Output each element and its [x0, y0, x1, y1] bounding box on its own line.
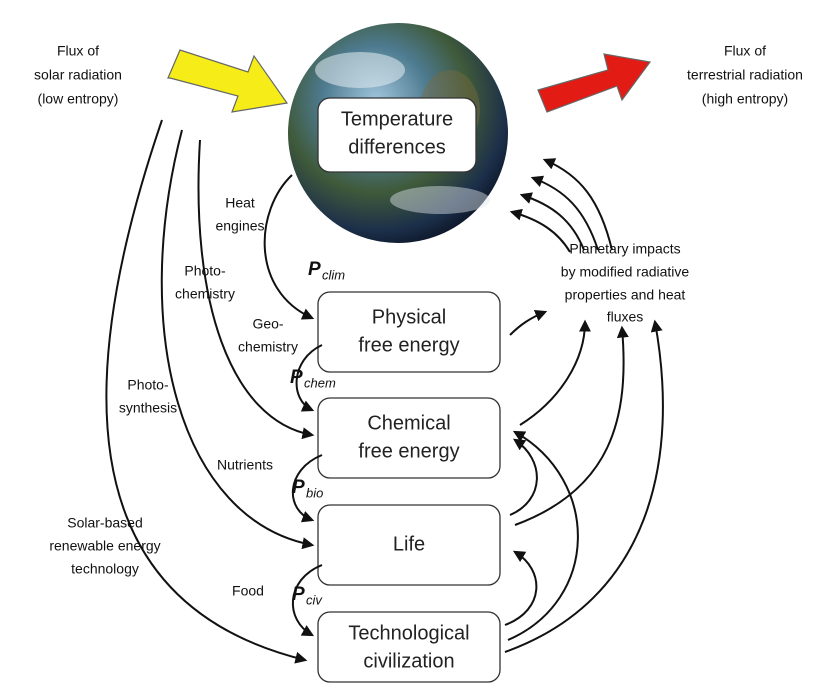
arrow	[105, 119, 308, 664]
flux-label: terrestrial radiation	[687, 67, 803, 83]
arrow	[291, 564, 323, 637]
node-label: differences	[348, 136, 445, 158]
label: chemistry	[238, 339, 298, 355]
arrow	[514, 325, 629, 526]
arrow	[263, 174, 315, 320]
label: properties and heat	[565, 287, 686, 303]
label: Heat	[225, 195, 255, 211]
arrow	[504, 319, 664, 653]
arrows-left	[105, 119, 323, 664]
arrow	[519, 192, 585, 251]
arrow	[509, 208, 571, 253]
cloud	[390, 186, 490, 214]
node-label: free energy	[358, 440, 459, 462]
node-label: Technological	[348, 622, 469, 644]
power-subscript: civ	[306, 592, 323, 607]
arrow	[504, 550, 538, 626]
arrow	[291, 454, 323, 523]
label: renewable energy	[49, 538, 160, 554]
node-box	[317, 504, 501, 586]
node-label: Physical	[372, 306, 446, 328]
arrow	[530, 175, 599, 251]
node-label: Temperature	[341, 108, 453, 130]
flux-label: Flux of	[724, 43, 766, 59]
power-subscript: clim	[322, 267, 345, 282]
label: Photo-	[184, 263, 226, 279]
label: Photo-	[127, 377, 169, 393]
flux-label: (high entropy)	[702, 91, 788, 107]
flux-label: (low entropy)	[38, 91, 119, 107]
arrow	[295, 344, 323, 412]
label: Geo-	[252, 316, 283, 332]
node-box	[317, 611, 501, 683]
label: chemistry	[175, 286, 235, 302]
arrow	[509, 309, 548, 336]
label: fluxes	[607, 309, 644, 325]
label: Solar-based	[67, 515, 143, 531]
node-box	[317, 291, 501, 373]
flux-label: solar radiation	[34, 67, 122, 83]
label: Food	[232, 583, 264, 599]
label: Nutrients	[217, 457, 273, 473]
power-symbol: P	[290, 367, 303, 388]
cloud	[315, 52, 405, 88]
label: Planetary impacts	[569, 241, 680, 257]
power-symbol: P	[308, 259, 321, 280]
power-subscript: bio	[306, 485, 323, 500]
terrestrial-arrow	[537, 53, 652, 113]
solar-arrow	[167, 49, 289, 113]
node-label: civilization	[363, 650, 454, 672]
arrows-right	[504, 158, 664, 653]
power-symbol: P	[292, 477, 305, 498]
node-label: Chemical	[367, 412, 450, 434]
flux-label: Flux of	[57, 43, 99, 59]
arrow	[542, 158, 613, 251]
arrow	[507, 430, 579, 641]
label: engines	[215, 218, 264, 234]
node-label: free energy	[358, 334, 459, 356]
arrow	[519, 319, 591, 426]
label: synthesis	[119, 400, 177, 416]
power-symbol: P	[292, 584, 305, 605]
node-box	[317, 97, 477, 173]
node-box	[317, 397, 501, 479]
node-label: Life	[393, 533, 425, 555]
label: by modified radiative	[561, 264, 690, 280]
arrow	[197, 139, 315, 440]
arrow	[509, 438, 538, 516]
label: technology	[71, 561, 139, 577]
power-subscript: chem	[304, 375, 336, 390]
arrow	[160, 129, 315, 550]
